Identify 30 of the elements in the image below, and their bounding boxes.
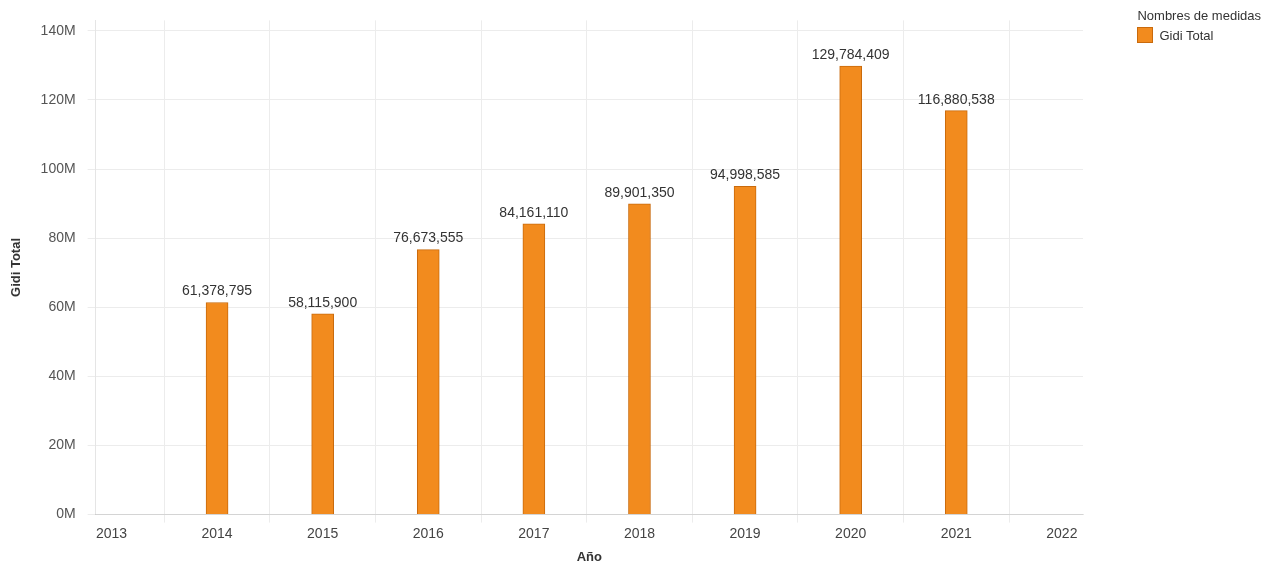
x-tick-label: 2018 xyxy=(623,524,656,541)
data-label: 129,784,409 xyxy=(811,45,890,62)
legend-title: Nombres de medidas xyxy=(1137,8,1261,23)
y-axis-title: Gidi Total xyxy=(8,238,24,297)
x-axis-title: Año xyxy=(576,548,602,564)
y-tick-label: 20M xyxy=(48,436,76,453)
x-tick-label: 2022 xyxy=(1046,524,1078,541)
y-tick-label: 120M xyxy=(40,90,76,107)
x-tick-label: 2013 xyxy=(95,524,128,541)
data-label: 89,901,350 xyxy=(604,183,675,200)
y-tick-label: 0M xyxy=(56,505,76,522)
data-label: 116,880,538 xyxy=(917,90,995,107)
x-tick-label: 2017 xyxy=(518,524,550,541)
data-label: 61,378,795 xyxy=(182,282,253,299)
data-label: 84,161,110 xyxy=(499,203,569,220)
data-label: 76,673,555 xyxy=(393,229,464,246)
data-label: 58,115,900 xyxy=(288,293,358,310)
y-tick-label: 140M xyxy=(40,21,76,38)
data-label: 94,998,585 xyxy=(710,166,781,183)
x-tick-label: 2020 xyxy=(835,524,867,541)
legend-label: Gidi Total xyxy=(1159,27,1214,43)
y-tick-label: 80M xyxy=(48,228,76,245)
y-tick-label: 60M xyxy=(48,298,76,315)
y-tick-label: 100M xyxy=(40,159,76,176)
y-tick-label: 40M xyxy=(48,367,76,384)
x-tick-label: 2016 xyxy=(412,524,445,541)
x-tick-label: 2014 xyxy=(201,524,233,541)
x-tick-label: 2021 xyxy=(940,524,973,541)
x-tick-label: 2019 xyxy=(729,524,761,541)
x-tick-label: 2015 xyxy=(307,524,339,541)
